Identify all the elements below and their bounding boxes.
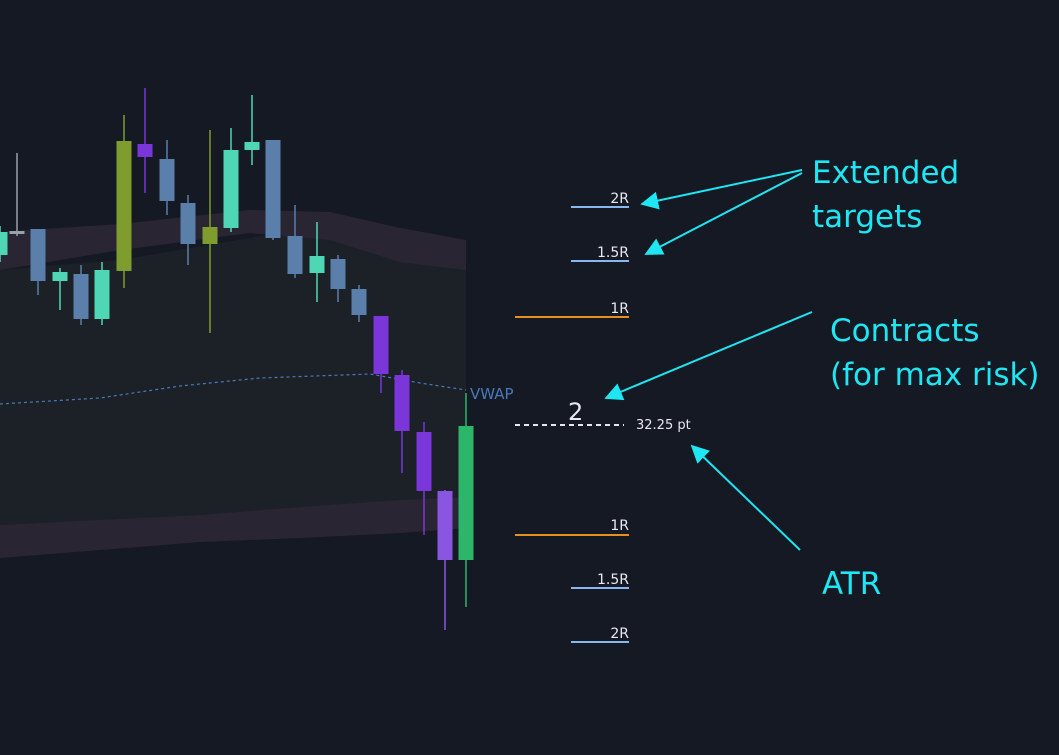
annotation: ATR [822,566,881,602]
candle-body [265,140,281,238]
annotation: targets [812,199,922,235]
arrow [690,444,801,551]
candle-body [0,232,8,255]
candle-body [223,150,239,228]
candles [0,88,474,630]
vwap-line [0,373,467,405]
annotation: (for max risk) [830,357,1040,393]
candle-body [437,491,453,560]
candle-body [309,256,325,273]
level-label: 1R [610,301,629,317]
band-fill [0,222,466,525]
candle-body [244,142,260,150]
candle-body [73,274,89,319]
contracts-count: 2 [568,398,583,426]
candle-body [416,432,432,491]
candle-body [373,316,389,374]
candle-body [9,231,25,234]
vwap-label: VWAP [470,385,514,403]
arrow [644,172,803,255]
level-label: 2R [610,626,629,642]
candle-body [394,375,410,431]
level-label: 1R [610,518,629,534]
level-label: 1.5R [597,245,629,261]
candle-body [351,289,367,315]
candle-body [458,426,474,560]
lower-band [0,497,466,558]
candle-body [52,272,68,281]
arrow [640,169,803,210]
level-label: 2R [610,191,629,207]
candle-body [116,141,132,271]
candle-body [94,270,110,319]
level-label: 1.5R [597,572,629,588]
atr-value: 32.25 pt [636,418,691,433]
annotation: Extended [812,155,959,191]
candle-body [330,259,346,289]
candle-body [30,229,46,281]
arrow [604,311,813,401]
candle-body [287,236,303,274]
candle-body [202,227,218,244]
candle-body [180,203,196,244]
annotation: Contracts [830,313,980,349]
candle-body [159,159,175,201]
candle-body [137,144,153,157]
